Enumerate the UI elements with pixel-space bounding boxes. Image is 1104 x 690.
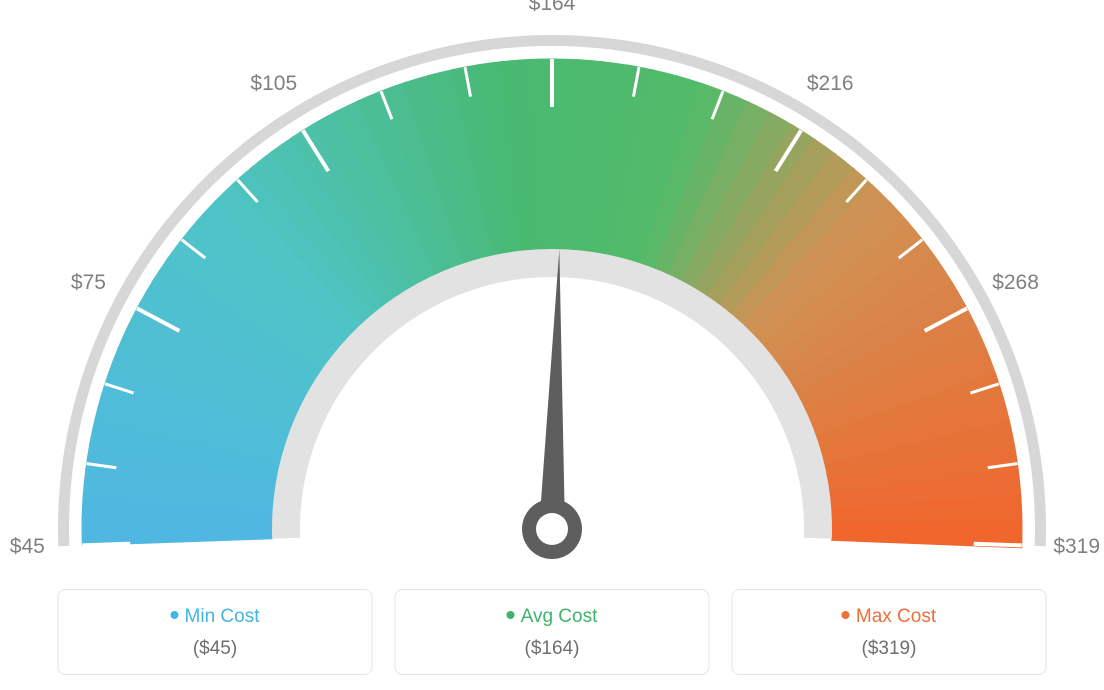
legend-card-avg: Avg Cost ($164) xyxy=(395,589,710,675)
gauge-tick-label: $75 xyxy=(71,271,106,295)
gauge-tick-label: $105 xyxy=(250,72,297,96)
gauge-tick-label: $319 xyxy=(1053,535,1100,559)
legend-value-min: ($45) xyxy=(59,638,372,660)
legend-label-text: Avg Cost xyxy=(521,606,598,627)
gauge-tick-label: $164 xyxy=(529,0,576,16)
gauge-tick-label: $216 xyxy=(807,72,854,96)
legend-card-max: Max Cost ($319) xyxy=(732,589,1047,675)
gauge-tick-label: $45 xyxy=(10,535,45,559)
legend-label-avg: Avg Cost xyxy=(396,606,709,628)
dot-avg xyxy=(507,611,515,619)
legend-label-max: Max Cost xyxy=(733,606,1046,628)
legend-row: Min Cost ($45) Avg Cost ($164) Max Cost … xyxy=(58,589,1047,675)
cost-gauge: $45 $75 $105 $164 $216 $268 $319 xyxy=(0,0,1104,570)
dot-min xyxy=(171,611,179,619)
gauge-svg xyxy=(0,0,1104,570)
dot-max xyxy=(842,611,850,619)
legend-label-text: Max Cost xyxy=(856,606,936,627)
legend-label-text: Min Cost xyxy=(185,606,260,627)
gauge-tick-label: $268 xyxy=(992,271,1039,295)
legend-value-max: ($319) xyxy=(733,638,1046,660)
legend-value-avg: ($164) xyxy=(396,638,709,660)
legend-label-min: Min Cost xyxy=(59,606,372,628)
legend-card-min: Min Cost ($45) xyxy=(58,589,373,675)
